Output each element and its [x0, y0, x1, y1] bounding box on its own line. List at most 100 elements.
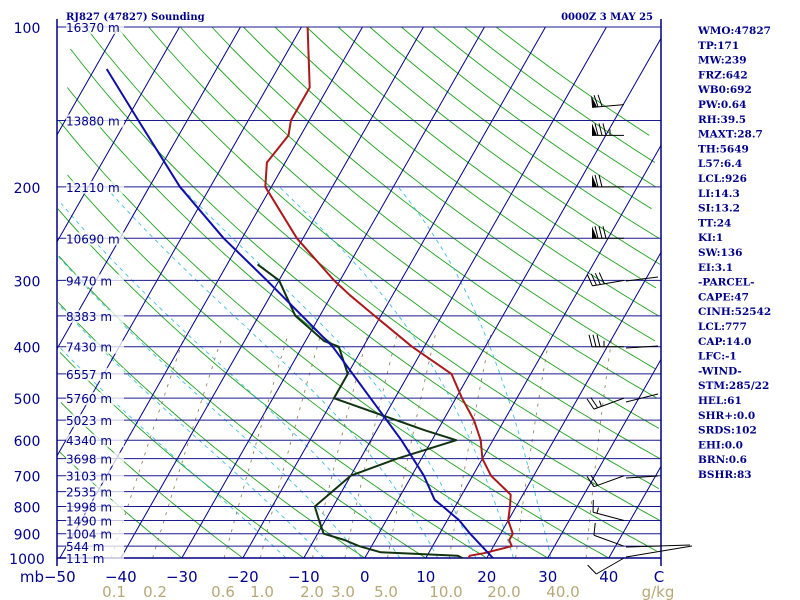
temperature-tick-label: −20	[227, 568, 259, 586]
wind-barb-flag	[598, 123, 603, 136]
wind-barb-flag	[590, 474, 599, 486]
isotherm-line	[56, 26, 241, 350]
height-label: 544 m	[66, 540, 104, 554]
wind-barb-flag	[594, 123, 599, 136]
dry-adiabat-line	[243, 26, 656, 342]
wind-barb	[592, 174, 624, 188]
wind-barb-flag	[596, 334, 601, 347]
pressure-tick-label: 400	[14, 341, 41, 357]
height-label-bg	[66, 540, 124, 554]
temperature-tick-label: 40	[599, 568, 618, 586]
wind-barb-pennant	[592, 123, 597, 136]
isotherm-line	[56, 26, 180, 243]
temperature-tick-label: −10	[288, 568, 320, 586]
index-entry: LFC:-1	[698, 351, 737, 363]
isotherm-line	[486, 252, 662, 559]
height-label: 16370 m	[66, 21, 120, 35]
hodograph-segment	[625, 393, 659, 403]
temperature-tick-label: 30	[538, 568, 557, 586]
mixing-ratio-labels: 0.1 0.2 0.6 1.0 2.0 3.0 5.0 10.0 20.0 40.0 g/kg	[102, 583, 674, 600]
height-label: 10690 m	[66, 232, 120, 246]
wind-barb-flag	[602, 123, 607, 136]
moist-adiabat-line	[60, 203, 401, 559]
dry-adiabat-line	[85, 26, 660, 489]
index-entry: WB0:692	[697, 84, 752, 96]
hodograph-segment	[625, 276, 659, 282]
height-label: 1004 m	[66, 528, 112, 542]
isotherm-line	[303, 26, 607, 559]
temperature-tick-label: 20	[477, 568, 496, 586]
index-entry: L57:6.4	[698, 158, 742, 170]
index-entry: CINH:52542	[698, 306, 771, 318]
wind-barb	[592, 226, 624, 239]
index-entry: BSHR:83	[698, 469, 752, 481]
height-label: 1998 m	[66, 501, 112, 515]
isotherm-line	[181, 26, 485, 559]
index-entry: FRZ:642	[698, 69, 748, 81]
index-entry: STM:285/22	[698, 380, 769, 392]
wind-barb-flag	[586, 274, 593, 287]
wind-barb-flag	[594, 226, 599, 239]
height-label: 3103 m	[66, 470, 112, 484]
isotherm-line	[56, 26, 302, 457]
wind-barb-flag	[588, 334, 593, 347]
height-label-bg	[66, 434, 124, 448]
height-label: 2535 m	[66, 486, 112, 500]
moist-adiabat-line	[59, 305, 325, 559]
index-entry: MW:239	[698, 55, 747, 67]
wind-barb-staff	[592, 511, 625, 522]
wind-barb-flag	[598, 174, 603, 187]
mixing-ratio-line	[448, 334, 491, 559]
wind-barb-flag	[593, 95, 599, 108]
wind-barb-flag	[590, 397, 599, 409]
wind-barb-half-flag	[598, 400, 602, 407]
wind-barbs	[586, 94, 625, 575]
sounding-profiles	[105, 26, 514, 559]
temperature-tick-label: 0	[360, 568, 370, 586]
hodograph-lines	[625, 276, 693, 558]
mixing-ratio-line	[387, 334, 436, 559]
sounding-time: 0000Z 3 MAY 25	[561, 12, 653, 23]
dry-adiabat-line	[464, 26, 656, 163]
mixing-ratio-tick-label: 5.0	[374, 583, 398, 600]
height-label-bg	[66, 552, 124, 565]
height-label-bg	[66, 180, 124, 194]
mixing-ratio-line	[312, 334, 369, 559]
plot-frame	[56, 19, 662, 566]
pressure-tick-label: 1000	[9, 552, 45, 568]
height-label: 3698 m	[66, 453, 112, 467]
wind-barb	[591, 94, 625, 108]
height-label-bg	[66, 414, 124, 428]
index-entry: BRN:0.6	[698, 454, 747, 466]
wind-barb	[586, 272, 625, 287]
mixing-ratio-line	[259, 334, 321, 559]
index-entry: KI:1	[698, 232, 723, 244]
pressure-tick-label: 200	[14, 181, 41, 197]
height-label: 7430 m	[66, 341, 112, 355]
height-label-bg	[66, 452, 124, 466]
mixing-ratio-tick-label: 0.6	[211, 583, 235, 600]
index-entry: CAPE:47	[698, 291, 749, 303]
height-label-bg	[66, 527, 124, 541]
wind-barb-flag	[602, 226, 607, 239]
height-label: 12110 m	[66, 181, 120, 195]
pressure-tick-label: 900	[14, 528, 41, 544]
isotherm-line	[364, 38, 662, 559]
wind-barb-pennant	[592, 174, 597, 187]
temperature-tick-label: −40	[105, 568, 137, 586]
index-entry: LCL:777	[698, 321, 747, 333]
dry-adiabat-line	[211, 26, 656, 370]
index-entry: SI:13.2	[698, 203, 740, 215]
mixing-ratio-tick-label: 10.0	[429, 583, 462, 600]
height-label-bg	[66, 514, 124, 528]
wind-barb-flag	[593, 522, 596, 536]
index-entry: SW:136	[698, 247, 742, 259]
height-label-bg	[66, 114, 124, 128]
dry-adiabat-line	[495, 26, 650, 136]
wind-barb-staff	[596, 557, 625, 575]
height-label-bg	[66, 232, 124, 246]
wind-barb	[587, 557, 625, 575]
hodograph-segment	[625, 545, 693, 558]
isotherm-line	[425, 145, 662, 559]
wind-barb-flag	[598, 272, 605, 285]
